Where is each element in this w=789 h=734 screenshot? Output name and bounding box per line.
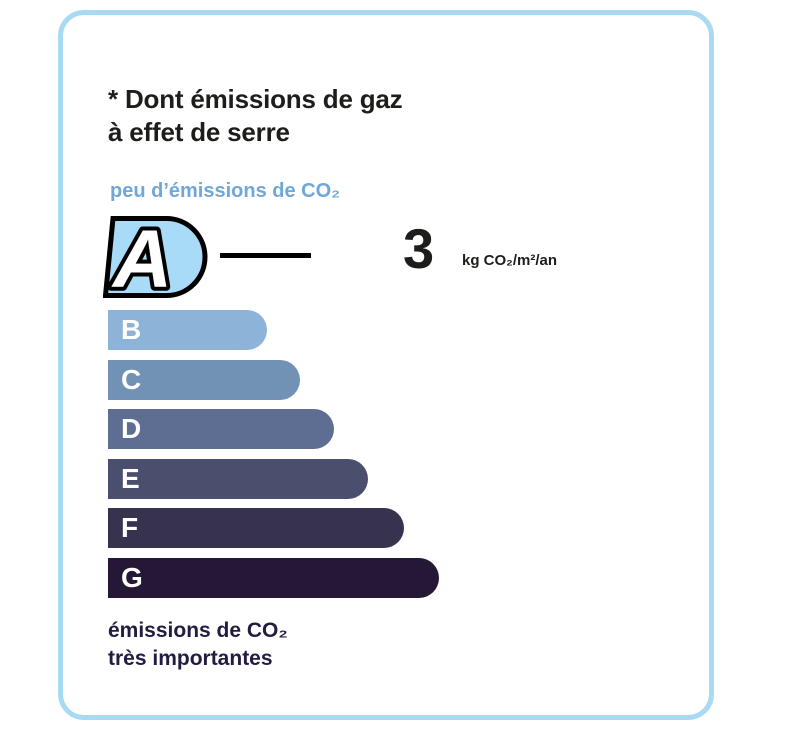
bar-class-b: B — [108, 310, 267, 350]
title-line-2: à effet de serre — [108, 117, 290, 147]
bar-class-d-letter: D — [121, 413, 142, 444]
bar-class-d: D — [108, 409, 334, 449]
bar-class-f: F — [108, 508, 404, 548]
class-a-letter: A — [111, 216, 172, 298]
low-emissions-caption: peu d’émissions de CO₂ — [110, 180, 341, 202]
emission-unit: kg CO₂/m²/an — [462, 252, 558, 269]
bar-class-c-letter: C — [121, 363, 142, 395]
emission-value: 3 — [403, 217, 435, 280]
ges-label-panel: * Dont émissions de gaz à effet de serre… — [58, 10, 714, 720]
bar-class-g: G — [108, 557, 439, 598]
class-a-badge: A — [103, 216, 210, 298]
value-pointer-line — [220, 253, 311, 258]
bar-class-e: E — [108, 458, 368, 499]
caption-high-line-2: très importantes — [108, 647, 273, 670]
bar-class-g-letter: G — [121, 561, 143, 593]
panel-title: * Dont émissions de gaz à effet de serre — [108, 83, 403, 149]
class-a-badge-shape — [103, 216, 208, 298]
emission-scale-bars: B C D E F G — [108, 310, 439, 598]
high-emissions-caption: émissions de CO₂ très importantes — [108, 617, 288, 673]
bar-class-f-letter: F — [121, 512, 139, 543]
bar-class-e-letter: E — [121, 462, 140, 494]
class-a-badge-svg: A — [103, 216, 208, 298]
bar-class-c: C — [108, 359, 300, 400]
title-line-1: * Dont émissions de gaz — [108, 84, 403, 114]
caption-high-line-1: émissions de CO₂ — [108, 619, 288, 642]
bar-class-b-letter: B — [121, 314, 142, 345]
